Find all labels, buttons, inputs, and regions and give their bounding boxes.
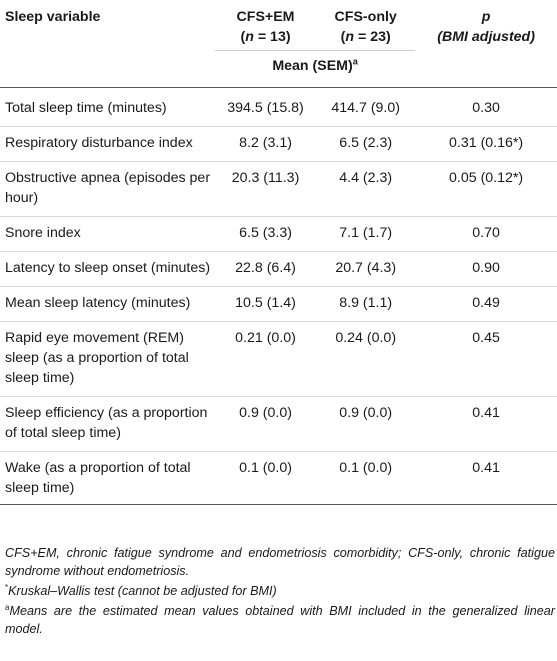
cfs-em-n: (n = 13) bbox=[240, 29, 291, 45]
p-label: p bbox=[481, 9, 491, 25]
col-header-cfs-em: CFS+EM (n = 13) bbox=[215, 0, 316, 51]
table-row: Snore index 6.5 (3.3) 7.1 (1.7) 0.70 bbox=[0, 216, 557, 252]
cfs-only-n: (n = 23) bbox=[340, 29, 391, 45]
col-header-sleep-variable: Sleep variable bbox=[5, 9, 101, 25]
footnote-kruskal-wallis: *Kruskal–Wallis test (cannot be adjusted… bbox=[5, 582, 277, 598]
p-sublabel: (BMI adjusted) bbox=[437, 29, 535, 45]
table-footnotes: CFS+EM, chronic fatigue syndrome and end… bbox=[5, 544, 555, 638]
header-separator bbox=[0, 87, 557, 88]
mean-sem-header: Mean (SEM)a bbox=[214, 50, 416, 87]
cfs-only-name: CFS-only bbox=[334, 9, 397, 25]
table-row: Latency to sleep onset (minutes) 22.8 (6… bbox=[0, 251, 557, 287]
sleep-variables-table: Sleep variable CFS+EM (n = 13) CFS-only … bbox=[0, 0, 557, 505]
col-header-p-value: p (BMI adjusted) bbox=[415, 0, 557, 87]
table-row: Obstructive apnea (episodes per hour) 20… bbox=[0, 161, 557, 217]
table-body: Total sleep time (minutes) 394.5 (15.8) … bbox=[0, 88, 557, 505]
cfs-em-name: CFS+EM bbox=[236, 9, 295, 25]
footnote-abbreviations: CFS+EM, chronic fatigue syndrome and end… bbox=[5, 546, 555, 578]
col-header-cfs-only: CFS-only (n = 23) bbox=[316, 0, 415, 51]
header-row: Sleep variable CFS+EM (n = 13) CFS-only … bbox=[0, 0, 557, 51]
table-row: Mean sleep latency (minutes) 10.5 (1.4) … bbox=[0, 286, 557, 322]
table-row: Total sleep time (minutes) 394.5 (15.8) … bbox=[5, 100, 500, 116]
mean-sem-row: Mean (SEM)a bbox=[0, 50, 557, 87]
table-row: Respiratory disturbance index 8.2 (3.1) … bbox=[0, 126, 557, 162]
table-row: Wake (as a proportion of total sleep tim… bbox=[0, 451, 557, 505]
table-row: Rapid eye movement (REM) sleep (as a pro… bbox=[0, 321, 557, 397]
table-row: Sleep efficiency (as a proportion of tot… bbox=[0, 396, 557, 452]
footnote-means: aMeans are the estimated mean values obt… bbox=[5, 602, 555, 636]
table-header: Sleep variable CFS+EM (n = 13) CFS-only … bbox=[0, 0, 557, 88]
